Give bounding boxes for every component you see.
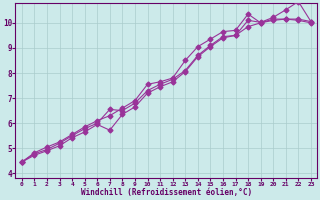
X-axis label: Windchill (Refroidissement éolien,°C): Windchill (Refroidissement éolien,°C) <box>81 188 252 197</box>
